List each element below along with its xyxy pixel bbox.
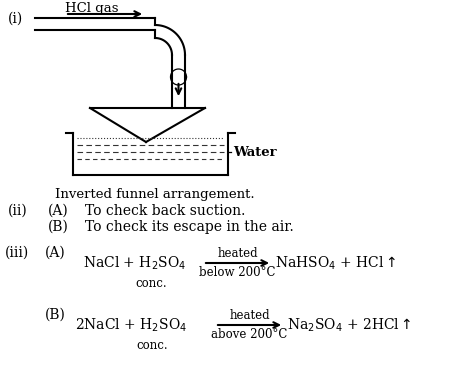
Text: NaHSO$_4$ + HCl$\uparrow$: NaHSO$_4$ + HCl$\uparrow$ [275,254,396,272]
Text: heated: heated [229,309,270,322]
Text: below 200°C: below 200°C [199,266,276,279]
Text: Inverted funnel arrangement.: Inverted funnel arrangement. [55,188,255,201]
Text: 2NaCl + H$_2$SO$_4$: 2NaCl + H$_2$SO$_4$ [75,316,187,334]
Text: (B): (B) [45,308,66,322]
Text: (A): (A) [45,246,66,260]
Text: To check back suction.: To check back suction. [85,204,245,218]
Text: Water: Water [233,145,277,159]
Text: heated: heated [217,247,258,260]
Text: Na$_2$SO$_4$ + 2HCl$\uparrow$: Na$_2$SO$_4$ + 2HCl$\uparrow$ [287,316,412,334]
Text: (i): (i) [8,12,23,26]
Text: conc.: conc. [135,277,167,290]
Text: (iii): (iii) [5,246,29,260]
Text: above 200°C: above 200°C [211,328,288,341]
Text: (ii): (ii) [8,204,28,218]
Text: NaCl + H$_2$SO$_4$: NaCl + H$_2$SO$_4$ [83,254,186,272]
Text: (B): (B) [48,220,69,234]
Text: HCl gas: HCl gas [65,2,119,15]
Text: (A): (A) [48,204,69,218]
Text: To check its escape in the air.: To check its escape in the air. [85,220,294,234]
Text: conc.: conc. [136,339,167,352]
